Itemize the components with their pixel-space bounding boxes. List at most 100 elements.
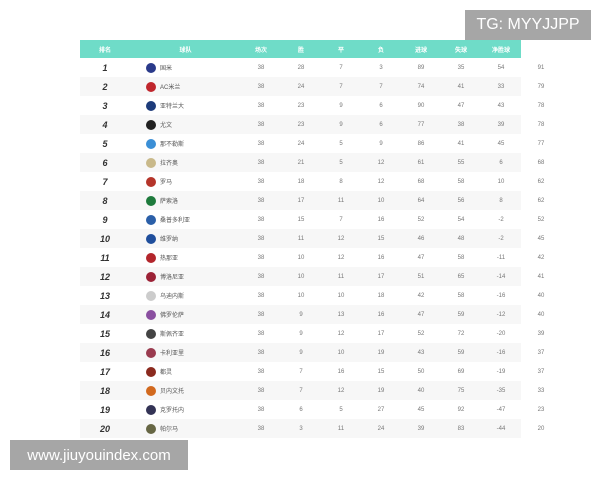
team-cell: 贝内文托 [130, 385, 241, 396]
goals-for: 61 [417, 159, 425, 166]
team-logo-icon [146, 347, 156, 358]
team-name: 热那亚 [160, 256, 179, 262]
goals-against: 38 [457, 121, 465, 128]
team-cell: 卡利亚里 [130, 347, 241, 358]
points: 23 [537, 406, 545, 413]
played: 38 [257, 387, 265, 394]
goals-for: 64 [417, 197, 425, 204]
goals-against: 83 [457, 425, 465, 432]
team-name: 维罗纳 [160, 237, 179, 243]
team-cell: 桑普多利亚 [130, 214, 241, 225]
team-cell: 乌迪内斯 [130, 290, 241, 301]
drawn: 11 [337, 197, 345, 204]
won: 3 [299, 425, 303, 432]
played: 38 [257, 292, 265, 299]
goal-diff: 8 [499, 197, 503, 204]
team-logo-icon [146, 385, 156, 396]
lost: 16 [377, 311, 385, 318]
played: 38 [257, 425, 265, 432]
points: 62 [537, 197, 545, 204]
team-logo-icon [146, 233, 156, 244]
header-goals-against: 失球 [454, 47, 467, 54]
lost: 19 [377, 349, 385, 356]
won: 9 [299, 311, 303, 318]
played: 38 [257, 197, 265, 204]
goals-against: 58 [457, 292, 465, 299]
goals-for: 74 [417, 83, 425, 90]
header-won: 胜 [297, 47, 304, 54]
table-row: 9 桑普多利亚 38 15 7 16 52 54 -2 52 [80, 210, 544, 229]
goals-against: 55 [457, 159, 465, 166]
played: 38 [257, 159, 265, 166]
lost: 19 [377, 387, 385, 394]
header-goal-diff: 净胜球 [491, 47, 510, 54]
points: 78 [537, 102, 545, 109]
header-drawn: 平 [337, 47, 344, 54]
goal-diff: -2 [498, 235, 504, 242]
won: 6 [299, 406, 303, 413]
points: 52 [537, 216, 545, 223]
rank: 15 [99, 328, 110, 339]
drawn: 7 [339, 64, 343, 71]
team-name: 乌迪内斯 [160, 294, 185, 300]
won: 10 [297, 292, 305, 299]
team-cell: 热那亚 [130, 252, 241, 263]
team-logo-icon [146, 404, 156, 415]
team-logo-icon [146, 309, 156, 320]
team-name: 亚特兰大 [160, 104, 185, 110]
goals-for: 46 [417, 235, 425, 242]
rank: 9 [102, 214, 108, 225]
drawn: 13 [337, 311, 345, 318]
drawn: 11 [337, 273, 345, 280]
goal-diff: 39 [497, 121, 505, 128]
goals-for: 50 [417, 368, 425, 375]
team-cell: 亚特兰大 [130, 100, 241, 111]
rank: 12 [99, 271, 110, 282]
goals-for: 68 [417, 178, 425, 185]
table-row: 8 萨索洛 38 17 11 10 64 56 8 62 [80, 191, 544, 210]
goal-diff: -11 [496, 254, 506, 261]
played: 38 [257, 406, 265, 413]
won: 9 [299, 330, 303, 337]
drawn: 10 [337, 349, 345, 356]
played: 38 [257, 368, 265, 375]
won: 24 [297, 83, 305, 90]
team-logo-icon [146, 176, 156, 187]
goals-against: 58 [457, 178, 465, 185]
goals-for: 47 [417, 311, 425, 318]
table-row: 19 克罗托内 38 6 5 27 45 92 -47 23 [80, 400, 544, 419]
team-name: 尤文 [160, 123, 173, 129]
lost: 17 [377, 330, 385, 337]
standings-table: 排名 球队 场次 胜 平 负 进球 失球 净胜球 积分 1 国米 38 28 7 3 89 3… [80, 40, 547, 438]
team-name: 桑普多利亚 [160, 218, 191, 224]
rank: 11 [100, 252, 110, 263]
goals-against: 92 [457, 406, 465, 413]
rank: 7 [102, 176, 108, 187]
goals-for: 39 [417, 425, 425, 432]
goal-diff: -12 [496, 311, 506, 318]
table-header: 排名 球队 场次 胜 平 负 进球 失球 净胜球 积分 [80, 40, 547, 58]
goals-for: 47 [417, 254, 425, 261]
played: 38 [257, 273, 265, 280]
drawn: 9 [339, 102, 343, 109]
goals-against: 58 [457, 254, 465, 261]
header-team: 球队 [179, 47, 192, 54]
goal-diff: -16 [496, 292, 506, 299]
table-row: 20 帕尔马 38 3 11 24 39 83 -44 20 [80, 419, 544, 438]
goal-diff: -2 [498, 216, 504, 223]
team-cell: 佛罗伦萨 [130, 309, 241, 320]
team-cell: AC米兰 [130, 81, 241, 92]
rank: 20 [99, 423, 110, 434]
won: 9 [299, 349, 303, 356]
rank: 2 [102, 81, 108, 92]
points: 68 [537, 159, 545, 166]
drawn: 11 [337, 425, 345, 432]
table-row: 17 都灵 38 7 16 15 50 69 -19 37 [80, 362, 544, 381]
lost: 16 [377, 254, 385, 261]
table-row: 7 罗马 38 18 8 12 68 58 10 62 [80, 172, 544, 191]
rank: 1 [102, 62, 108, 73]
won: 21 [297, 159, 305, 166]
won: 10 [297, 254, 305, 261]
watermark-bottom: www.jiuyouindex.com [10, 440, 188, 470]
rank: 10 [99, 233, 110, 244]
